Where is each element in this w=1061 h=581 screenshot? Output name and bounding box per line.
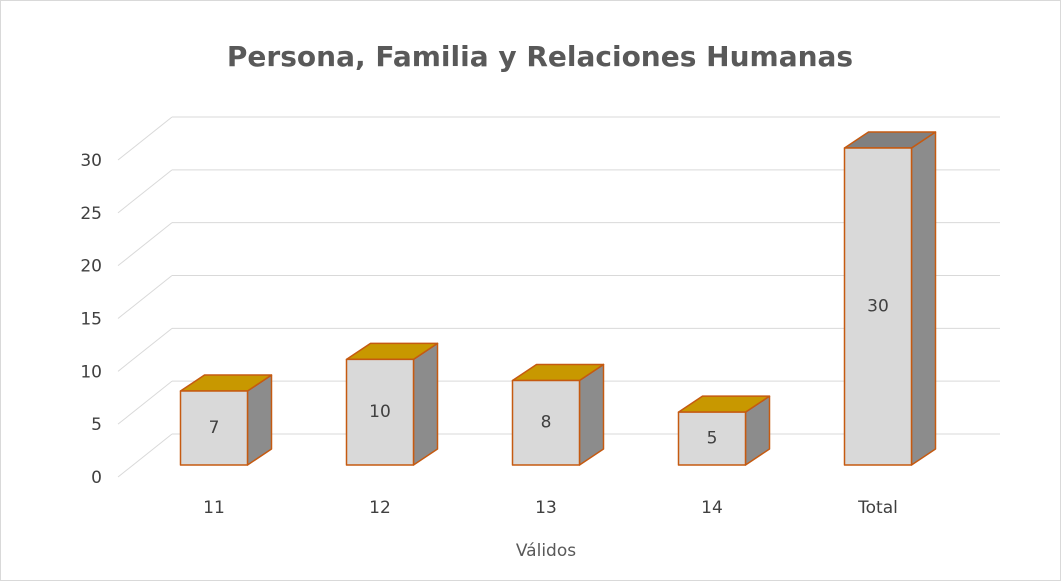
bar xyxy=(179,374,273,466)
grid-line-depth xyxy=(117,433,173,478)
x-tick-label: 12 xyxy=(369,498,391,518)
bar-side xyxy=(412,342,439,466)
grid-line-depth xyxy=(117,116,173,161)
value-label: 10 xyxy=(369,402,391,422)
bar-front xyxy=(345,358,415,466)
value-label: 5 xyxy=(707,429,718,449)
bar-side xyxy=(910,131,937,466)
value-label: 30 xyxy=(867,297,889,317)
y-tick-label: 15 xyxy=(80,310,102,330)
bar-front xyxy=(843,147,913,466)
bar-front xyxy=(179,390,249,466)
grid-line-depth xyxy=(117,275,173,319)
y-tick-label: 0 xyxy=(91,468,102,488)
value-label: 8 xyxy=(541,413,552,433)
y-tick-label: 30 xyxy=(80,151,102,171)
x-tick-label: Total xyxy=(857,498,898,518)
x-tick-label: 14 xyxy=(701,498,723,518)
grid-line-depth xyxy=(117,380,173,425)
bar-front xyxy=(677,411,747,466)
x-tick-label: 13 xyxy=(535,498,557,518)
x-tick-label: 11 xyxy=(203,498,225,518)
bar xyxy=(843,131,937,466)
bar-front xyxy=(511,379,581,466)
y-tick-label: 25 xyxy=(80,204,102,224)
grid-line-depth xyxy=(117,222,173,267)
bar xyxy=(677,395,771,466)
x-axis-title: Válidos xyxy=(516,541,576,561)
y-tick-label: 5 xyxy=(91,415,102,435)
chart-title: Persona, Familia y Relaciones Humanas xyxy=(227,40,853,73)
bar xyxy=(511,363,605,466)
grid-line-depth xyxy=(117,327,173,372)
bar-side xyxy=(578,363,605,466)
grid-line-depth xyxy=(117,169,173,214)
value-label: 7 xyxy=(209,418,220,438)
y-tick-label: 20 xyxy=(80,257,102,277)
y-tick-label: 10 xyxy=(80,362,102,382)
bar xyxy=(345,342,439,466)
